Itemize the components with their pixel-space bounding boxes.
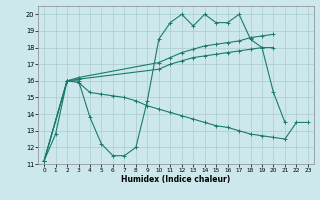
X-axis label: Humidex (Indice chaleur): Humidex (Indice chaleur) — [121, 175, 231, 184]
